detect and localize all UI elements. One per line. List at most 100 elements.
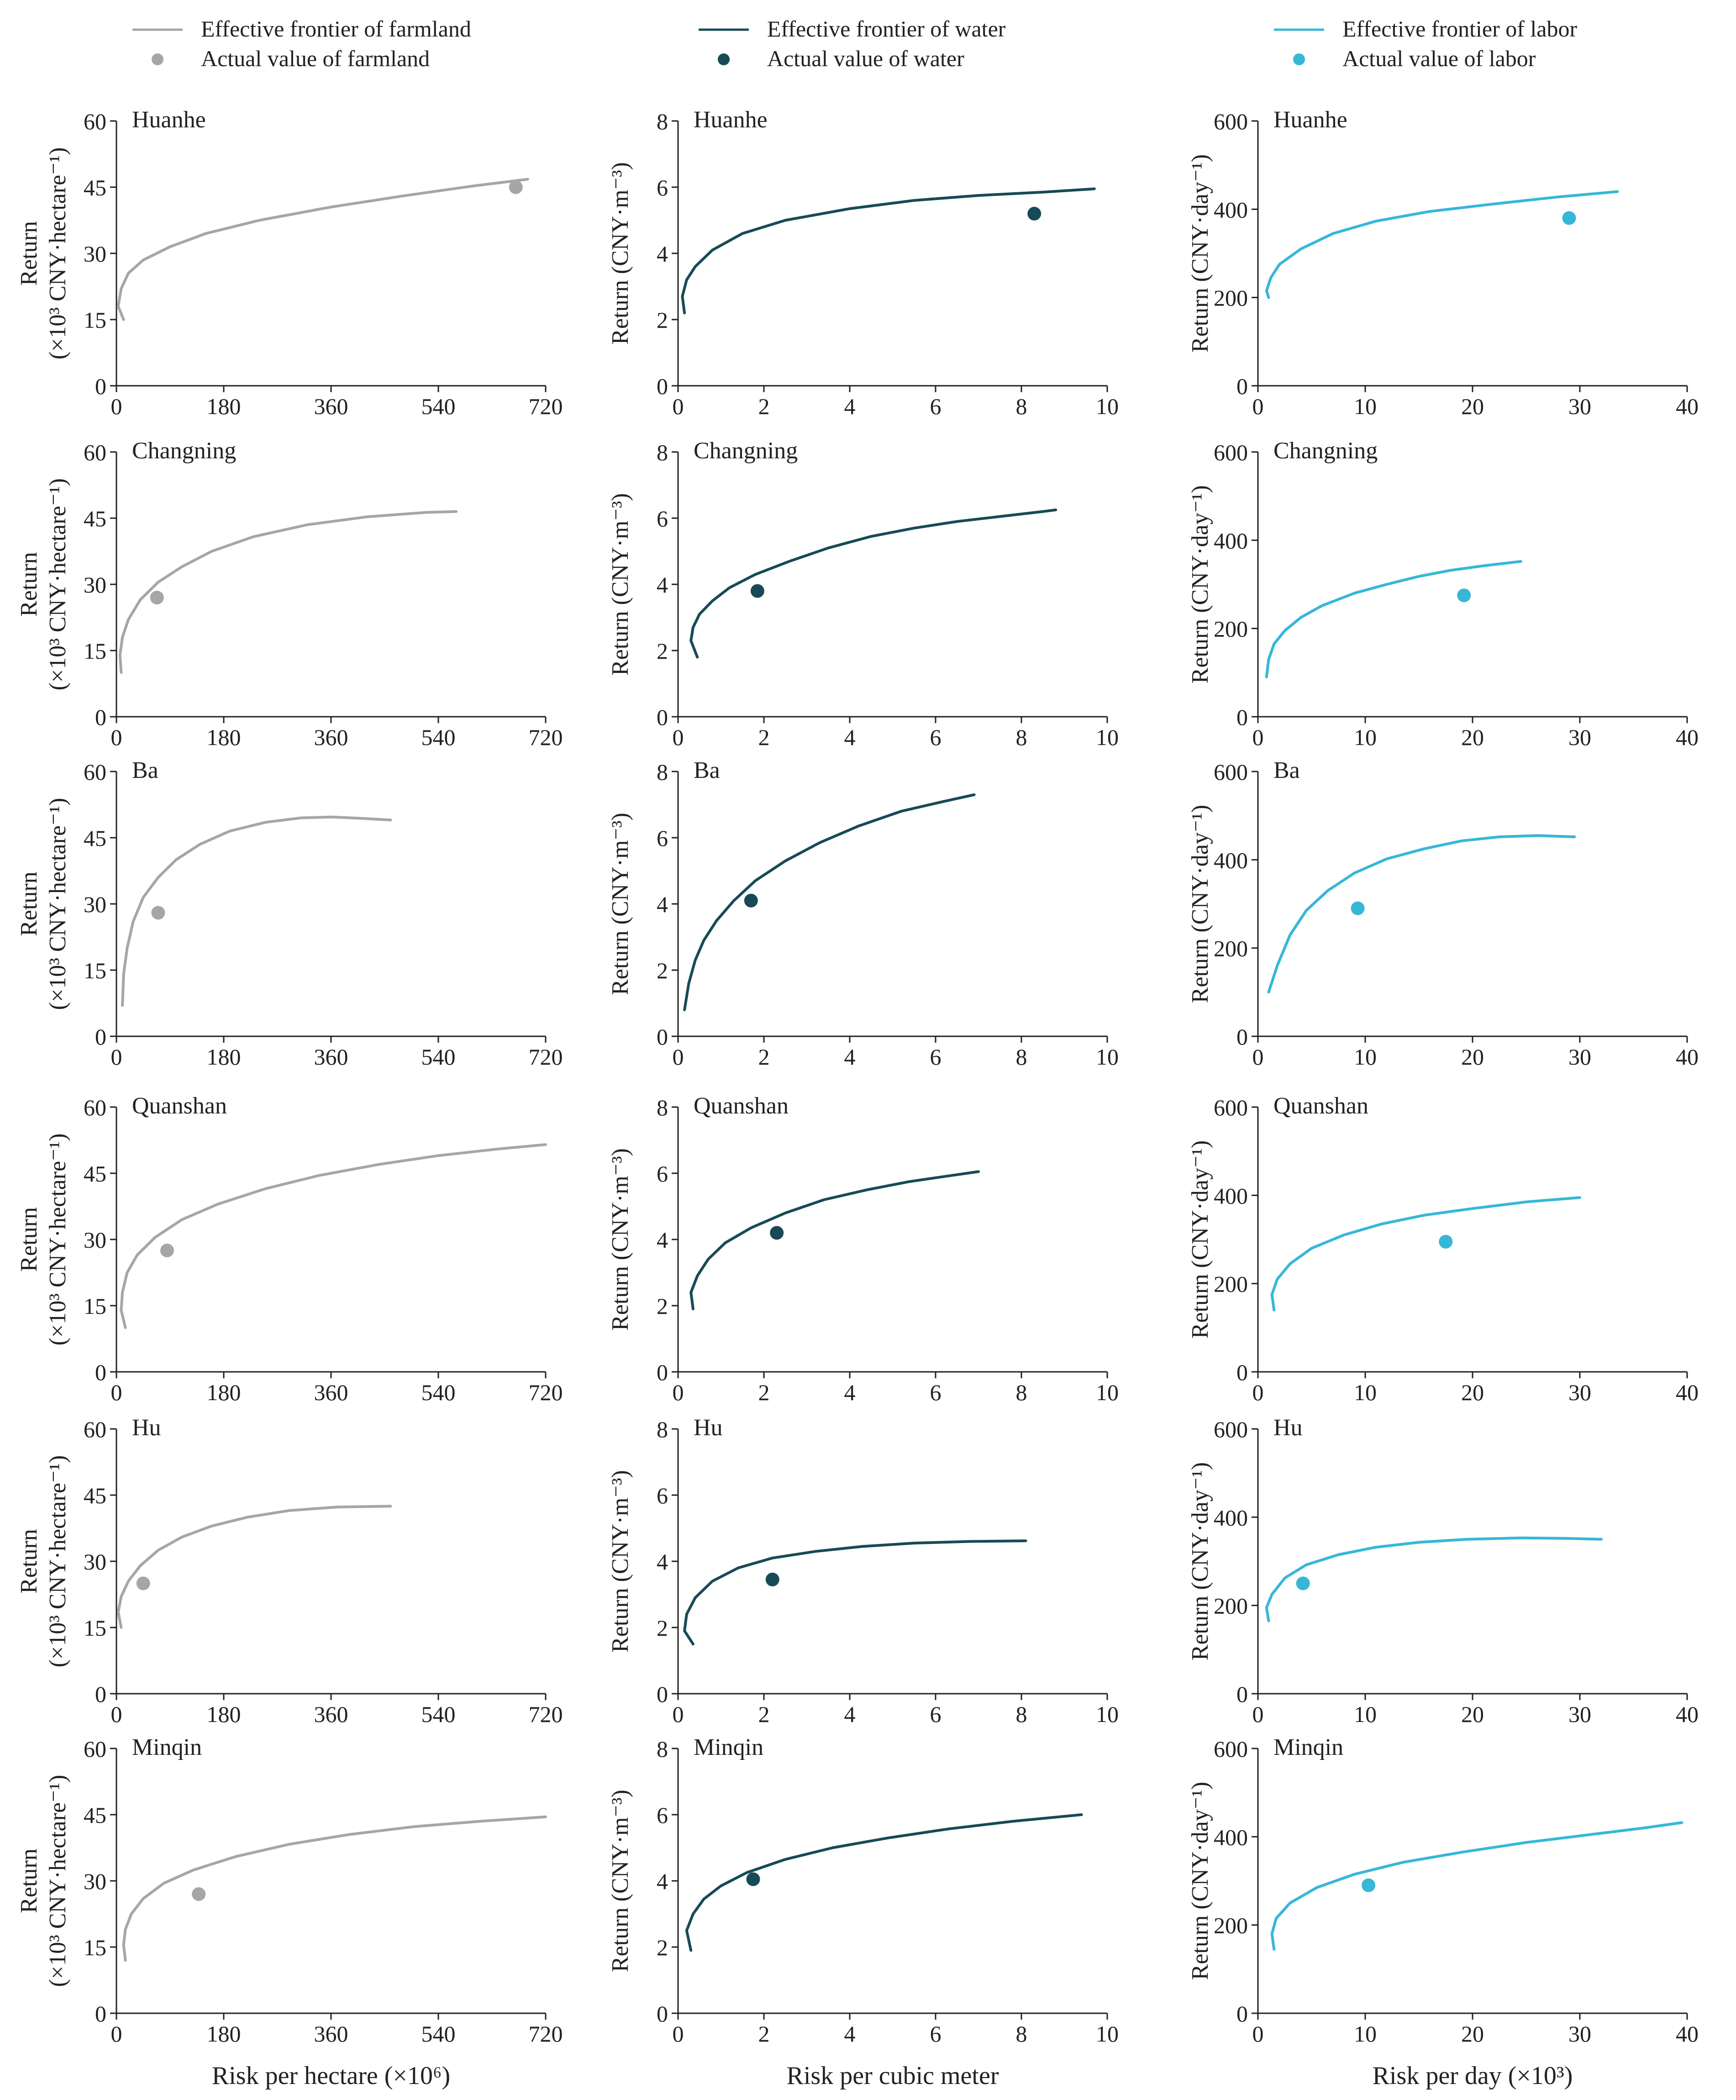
legend-actual-label: Actual value of farmland (201, 46, 430, 71)
x-tick-label: 40 (1676, 1701, 1699, 1727)
y-tick-label: 45 (84, 175, 106, 200)
y-axis-title: Return (CNY·day⁻¹) (1187, 485, 1213, 683)
y-tick-label: 400 (1214, 1824, 1248, 1850)
x-tick-label: 40 (1676, 394, 1699, 419)
y-tick-label: 2 (657, 307, 668, 333)
y-tick-label: 6 (657, 825, 668, 851)
legend-actual-marker (152, 53, 163, 65)
y-tick-label: 45 (84, 506, 106, 531)
x-tick-label: 0 (111, 1701, 122, 1727)
actual-point (150, 591, 164, 604)
region-label: Quanshan (132, 1093, 227, 1119)
x-tick-label: 20 (1461, 2021, 1484, 2047)
x-tick-label: 30 (1568, 1044, 1591, 1070)
region-label: Huanhe (1273, 107, 1347, 133)
actual-point (765, 1572, 779, 1586)
legend-actual-label: Actual value of labor (1342, 46, 1536, 71)
y-tick-label: 8 (657, 1095, 668, 1120)
y-tick-label: 0 (657, 373, 668, 399)
actual-point (1027, 207, 1042, 220)
y-tick-label: 2 (657, 1935, 668, 1960)
y-tick-label: 6 (657, 175, 668, 200)
x-tick-label: 540 (421, 1044, 456, 1070)
y-tick-label: 2 (657, 1615, 668, 1641)
actual-point (509, 180, 523, 194)
y-tick-label: 0 (95, 1360, 106, 1385)
actual-point (744, 893, 758, 908)
x-tick-label: 10 (1354, 394, 1377, 419)
y-tick-label: 0 (95, 2001, 106, 2026)
y-tick-label: 0 (95, 1681, 106, 1707)
x-tick-label: 10 (1354, 724, 1377, 750)
y-axis-title-unit: (×10³ CNY·hectare⁻¹) (45, 478, 71, 691)
y-tick-label: 400 (1214, 528, 1248, 553)
x-tick-label: 2 (758, 1044, 770, 1070)
actual-point (136, 1576, 150, 1591)
x-tick-label: 2 (758, 1701, 770, 1727)
y-tick-label: 30 (84, 1869, 106, 1894)
y-tick-label: 30 (84, 241, 106, 267)
frontier-line (681, 187, 1096, 315)
x-tick-label: 10 (1096, 1380, 1119, 1405)
x-tick-label: 30 (1568, 1701, 1591, 1727)
y-tick-label: 30 (84, 1227, 106, 1253)
y-tick-label: 600 (1214, 1417, 1248, 1442)
x-tick-label: 540 (421, 724, 456, 750)
x-tick-label: 6 (930, 724, 942, 750)
y-tick-label: 0 (657, 2001, 668, 2026)
x-tick-label: 8 (1016, 2021, 1027, 2047)
x-tick-label: 40 (1676, 2021, 1699, 2047)
y-tick-label: 45 (84, 1161, 106, 1186)
y-tick-label: 60 (84, 109, 106, 134)
y-tick-label: 8 (657, 1417, 668, 1442)
y-tick-label: 30 (84, 1549, 106, 1575)
frontier-line (689, 508, 1057, 659)
x-tick-label: 10 (1354, 1701, 1377, 1727)
y-axis-title: Return (CNY·day⁻¹) (1187, 1462, 1213, 1660)
x-tick-label: 30 (1568, 394, 1591, 419)
x-tick-label: 360 (314, 1380, 348, 1405)
y-axis-title: Return (16, 1529, 42, 1594)
panel-ba-water: 0 2 4 6 8 0 2 4 6 8 10 Ba Return (CNY·m⁻³) (607, 757, 1119, 1070)
panel-minqin-farmland: 0 15 30 45 60 0 180 360 540 720 Minqin Return (×10³ … (16, 1734, 563, 2090)
x-tick-label: 720 (529, 1380, 563, 1405)
legend-frontier-label: Effective frontier of farmland (201, 16, 471, 42)
y-axis-title: Return (CNY·m⁻³) (607, 493, 633, 676)
x-tick-label: 0 (1252, 724, 1264, 750)
x-tick-label: 6 (930, 1044, 942, 1070)
y-tick-label: 15 (84, 638, 106, 664)
x-tick-label: 4 (844, 394, 856, 419)
frontier-line (685, 1813, 1083, 1952)
x-tick-label: 360 (314, 394, 348, 419)
actual-point (1296, 1576, 1310, 1591)
x-tick-label: 540 (421, 394, 456, 419)
panel-ba-farmland: 0 15 30 45 60 0 180 360 540 720 Ba Return (×10³ CNY·… (16, 757, 563, 1070)
x-tick-label: 180 (207, 1701, 241, 1727)
panel-minqin-labor: 0 200 400 600 0 10 20 30 40 Minqin Return (CNY·day… (1187, 1734, 1699, 2090)
y-tick-label: 0 (1236, 1681, 1248, 1707)
y-tick-label: 0 (657, 704, 668, 730)
x-tick-label: 8 (1016, 394, 1027, 419)
x-tick-label: 0 (1252, 2021, 1264, 2047)
y-axis-title-unit: (×10³ CNY·hectare⁻¹) (45, 147, 71, 360)
x-tick-label: 30 (1568, 724, 1591, 750)
y-tick-label: 60 (84, 1417, 106, 1442)
x-tick-label: 180 (207, 1044, 241, 1070)
panel-huanhe-water: 0 2 4 6 8 0 2 4 6 8 10 Huanhe Return (CNY·m⁻³) (607, 107, 1119, 419)
x-tick-label: 180 (207, 394, 241, 419)
x-tick-label: 40 (1676, 1380, 1699, 1405)
y-axis-title: Return (CNY·m⁻³) (607, 162, 633, 345)
y-tick-label: 15 (84, 1615, 106, 1641)
y-tick-label: 45 (84, 1483, 106, 1508)
frontier-line (1270, 1196, 1581, 1312)
legend: Effective frontier of farmland Actual val… (132, 16, 1577, 71)
panel-quanshan-farmland: 0 15 30 45 60 0 180 360 540 720 Quanshan Return (×10… (16, 1093, 563, 1405)
y-tick-label: 0 (95, 373, 106, 399)
y-tick-label: 2 (657, 1293, 668, 1319)
actual-point (1562, 211, 1576, 225)
region-label: Hu (694, 1415, 723, 1441)
frontier-line (116, 1505, 392, 1629)
y-tick-label: 400 (1214, 847, 1248, 873)
y-tick-label: 2 (657, 958, 668, 983)
y-tick-label: 600 (1214, 1736, 1248, 1762)
